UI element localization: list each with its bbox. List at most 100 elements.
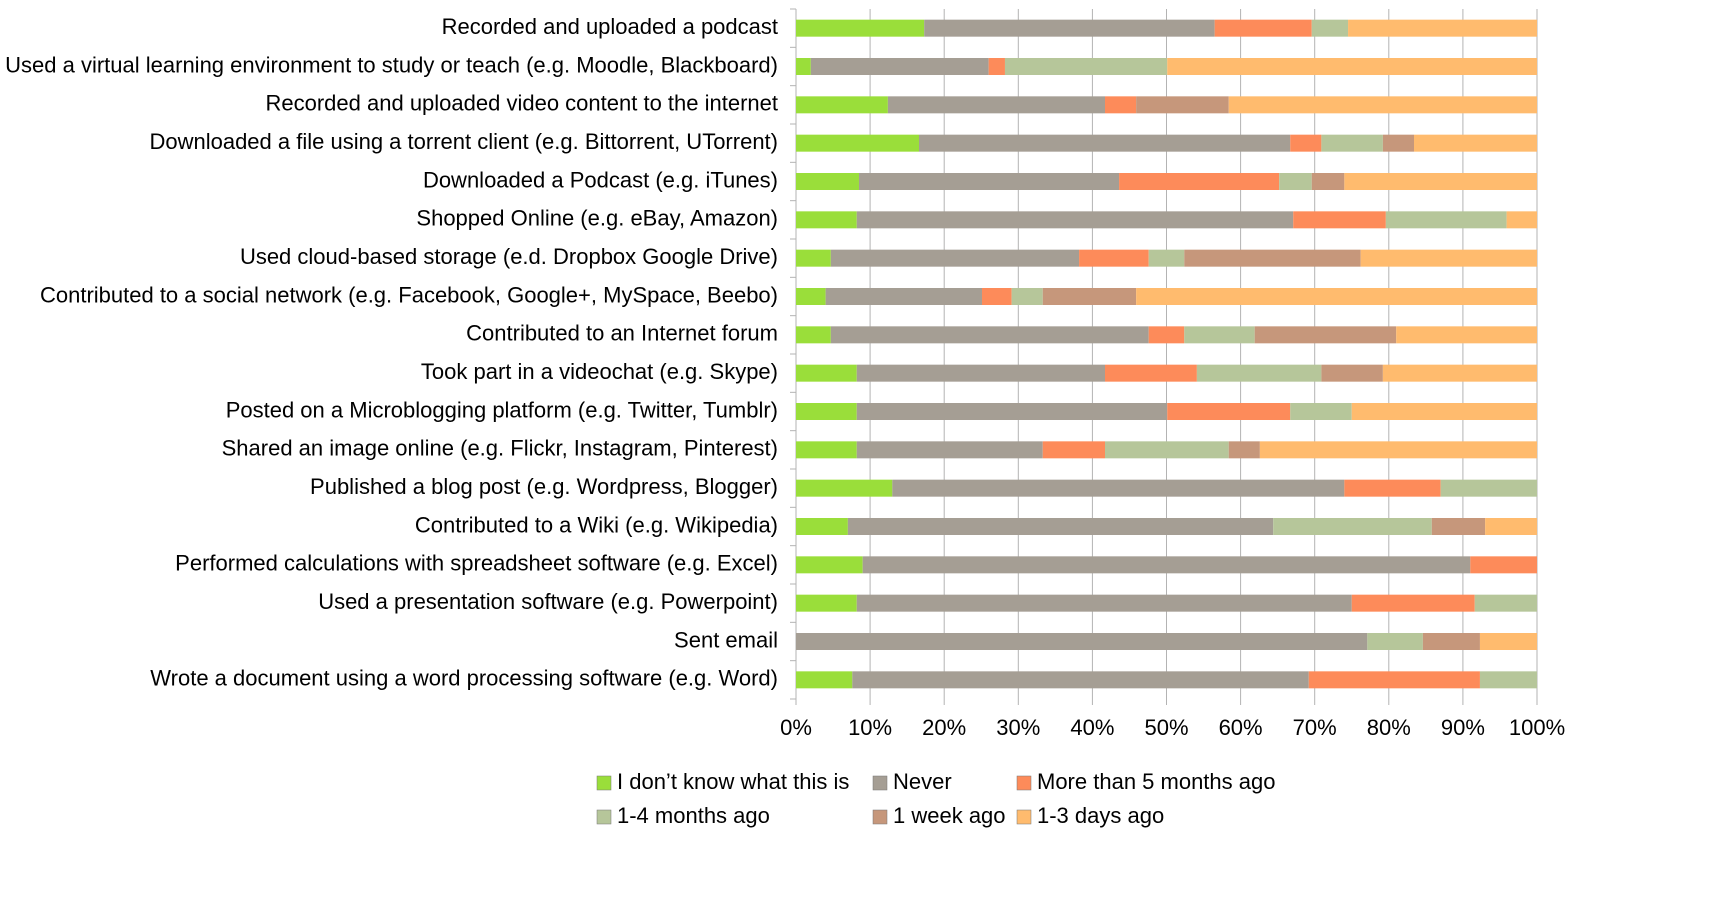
bar-segment bbox=[796, 556, 863, 574]
bar-segment bbox=[1351, 594, 1475, 612]
bar-segment bbox=[1293, 211, 1386, 229]
bar-segment bbox=[1344, 173, 1537, 190]
bar-segment bbox=[1479, 633, 1537, 650]
bar-segment bbox=[796, 594, 857, 612]
bar-segment bbox=[796, 518, 848, 535]
bar-segment bbox=[1104, 364, 1197, 382]
category-label: Sent email bbox=[674, 627, 778, 652]
bar-segment bbox=[1367, 633, 1423, 650]
legend-swatch bbox=[596, 775, 612, 791]
bar-segment bbox=[1311, 173, 1345, 190]
bar-segment bbox=[1214, 19, 1312, 37]
bar-segment bbox=[856, 364, 1105, 382]
category-label: Wrote a document using a word processing… bbox=[150, 666, 778, 691]
bar-segment bbox=[1382, 364, 1537, 382]
category-label: Contributed to a Wiki (e.g. Wikipedia) bbox=[415, 512, 778, 537]
bar-segment bbox=[1506, 211, 1537, 229]
bar-segment bbox=[1042, 441, 1105, 459]
bar-segment bbox=[1290, 134, 1322, 152]
bar-segment bbox=[796, 19, 925, 37]
bar-segment bbox=[1167, 403, 1291, 420]
bar-segment bbox=[1351, 403, 1537, 420]
category-label: Used a presentation software (e.g. Power… bbox=[318, 589, 778, 614]
bar-segment bbox=[847, 518, 1274, 535]
category-label: Downloaded a Podcast (e.g. iTunes) bbox=[423, 167, 778, 192]
bar-segment bbox=[796, 134, 920, 152]
x-tick-label: 30% bbox=[996, 715, 1040, 740]
category-label: Contributed to a social network (e.g. Fa… bbox=[40, 282, 778, 307]
category-label: Used a virtual learning environment to s… bbox=[5, 52, 778, 77]
bar-segment bbox=[796, 479, 893, 497]
bar-segment bbox=[796, 58, 811, 75]
category-label: Recorded and uploaded a podcast bbox=[442, 14, 778, 39]
bar-segment bbox=[852, 671, 1309, 689]
bar-segment bbox=[1479, 671, 1537, 689]
legend-label: 1 week ago bbox=[893, 803, 1006, 828]
bar-segment bbox=[796, 173, 859, 190]
bar-segment bbox=[1321, 364, 1383, 382]
legend-label: 1-4 months ago bbox=[617, 803, 770, 828]
bar-segment bbox=[1311, 19, 1349, 37]
legend-swatch bbox=[1016, 809, 1032, 825]
bar-segment bbox=[988, 58, 1005, 75]
legend-swatch bbox=[596, 809, 612, 825]
bar-segment bbox=[1470, 556, 1537, 574]
bar-segment bbox=[1360, 249, 1537, 267]
bar-segment bbox=[796, 671, 853, 689]
legend-label: 1-3 days ago bbox=[1037, 803, 1164, 828]
legend-label: I don’t know what this is bbox=[617, 769, 849, 794]
bar-segment bbox=[1011, 288, 1043, 305]
x-tick-label: 10% bbox=[848, 715, 892, 740]
bar-segment bbox=[1422, 633, 1480, 650]
bar-segment bbox=[1396, 326, 1537, 344]
bar-segment bbox=[1104, 96, 1137, 114]
category-label: Published a blog post (e.g. Wordpress, B… bbox=[310, 474, 778, 499]
bar-segment bbox=[796, 96, 888, 114]
category-label: Shared an image online (e.g. Flickr, Ins… bbox=[222, 436, 778, 461]
bar-segment bbox=[1273, 518, 1432, 535]
category-label: Posted on a Microblogging platform (e.g.… bbox=[226, 397, 778, 422]
bar-segment bbox=[1254, 326, 1397, 344]
legend-swatch bbox=[872, 809, 888, 825]
category-label: Recorded and uploaded video content to t… bbox=[266, 91, 779, 116]
bar-segment bbox=[887, 96, 1105, 114]
bar-segment bbox=[1104, 441, 1229, 459]
legend-swatch bbox=[872, 775, 888, 791]
bar-segment bbox=[1004, 58, 1168, 75]
category-label: Used cloud-based storage (e.d. Dropbox G… bbox=[240, 244, 778, 269]
bar-segment bbox=[1279, 173, 1312, 190]
bar-segment bbox=[1474, 594, 1537, 612]
bar-segment bbox=[1228, 441, 1260, 459]
bar-segment bbox=[856, 211, 1294, 229]
bar-segment bbox=[1440, 479, 1537, 497]
bar-segment bbox=[856, 403, 1168, 420]
x-tick-label: 20% bbox=[922, 715, 966, 740]
bar-segment bbox=[1167, 58, 1537, 75]
bar-segment bbox=[830, 326, 1149, 344]
bar-segment bbox=[862, 556, 1471, 574]
legend-label: Never bbox=[893, 769, 952, 794]
bar-segment bbox=[1148, 249, 1185, 267]
bar-segment bbox=[1148, 326, 1185, 344]
bar-segment bbox=[796, 211, 857, 229]
bar-segment bbox=[1184, 249, 1361, 267]
legend-label: More than 5 months ago bbox=[1037, 769, 1275, 794]
category-label: Took part in a videochat (e.g. Skype) bbox=[421, 359, 778, 384]
category-label: Contributed to an Internet forum bbox=[466, 321, 778, 346]
bar-segment bbox=[1413, 134, 1537, 152]
x-tick-label: 70% bbox=[1293, 715, 1337, 740]
bar-segment bbox=[810, 58, 989, 75]
bar-segment bbox=[1196, 364, 1322, 382]
bar-segment bbox=[796, 403, 857, 420]
bar-segment bbox=[1259, 441, 1537, 459]
bar-segment bbox=[924, 19, 1215, 37]
bar-segment bbox=[1348, 19, 1537, 37]
bar-segment bbox=[796, 249, 831, 267]
legend-swatch bbox=[1016, 775, 1032, 791]
bar-segment bbox=[856, 441, 1043, 459]
bar-segment bbox=[796, 326, 831, 344]
x-tick-label: 60% bbox=[1219, 715, 1263, 740]
category-label: Performed calculations with spreadsheet … bbox=[175, 551, 778, 576]
bar-segment bbox=[1136, 288, 1537, 305]
